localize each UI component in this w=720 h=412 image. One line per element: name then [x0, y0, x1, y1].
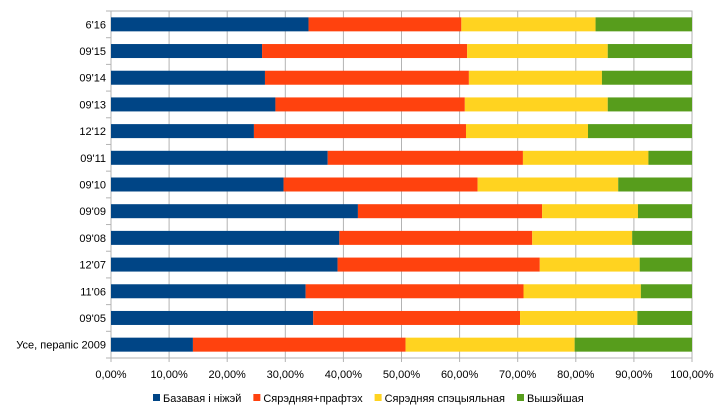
- bar-segment: [588, 124, 692, 139]
- bar-segment: [405, 337, 575, 352]
- bar-segment: [111, 310, 314, 325]
- bar-segment: [111, 124, 254, 139]
- x-tick-label: 90,00%: [615, 369, 653, 381]
- category-label: 09'09: [79, 206, 106, 218]
- bar-segment: [465, 124, 589, 139]
- plot-area: [110, 10, 693, 359]
- bar-segment: [111, 17, 309, 32]
- bar-segment: [520, 310, 638, 325]
- x-tick-label: 0,00%: [95, 369, 126, 381]
- bar-segment: [607, 44, 692, 59]
- bar-segment: [283, 177, 478, 192]
- bar-segment: [607, 97, 692, 112]
- x-tick-label: 100,00%: [670, 369, 714, 381]
- bar-segment: [532, 230, 633, 245]
- category-label: 12'07: [79, 260, 106, 272]
- bar-segment: [648, 150, 692, 165]
- y-axis: 6'16 09'15 09'14 09'13 12'12 09'11 09'10 09'09 0…: [16, 10, 111, 359]
- bar-segment: [262, 44, 468, 59]
- category-label: 12'12: [79, 126, 106, 138]
- bar-segment: [111, 204, 358, 219]
- bar-segment: [640, 284, 692, 299]
- bar-segment: [639, 257, 692, 272]
- x-tick-label: 30,00%: [267, 369, 305, 381]
- bar-segment: [464, 97, 608, 112]
- x-tick-label: 10,00%: [150, 369, 188, 381]
- bar-segment: [574, 337, 692, 352]
- bar-segment: [461, 17, 596, 32]
- legend-swatch: [253, 394, 261, 401]
- x-tick-label: 70,00%: [499, 369, 537, 381]
- bar-segment: [264, 70, 469, 85]
- bar-segment: [637, 204, 692, 219]
- legend-swatch: [516, 394, 524, 401]
- bar-segment: [542, 204, 638, 219]
- x-tick-label: 50,00%: [383, 369, 421, 381]
- bar-segment: [111, 257, 338, 272]
- bar-segment: [467, 44, 608, 59]
- bar-segment: [111, 97, 276, 112]
- bars: [111, 17, 692, 352]
- bar-segment: [539, 257, 640, 272]
- bar-segment: [313, 310, 521, 325]
- legend-swatch: [153, 394, 160, 401]
- bar-segment: [111, 70, 265, 85]
- legend-label: Базавая і ніжэй: [163, 393, 241, 405]
- bar-segment: [618, 177, 692, 192]
- bar-segment: [192, 337, 406, 352]
- bar-segment: [637, 310, 692, 325]
- bar-segment: [523, 284, 641, 299]
- legend-label: Вышэйшая: [527, 393, 584, 405]
- bar-segment: [601, 70, 692, 85]
- category-label: Усе, перапіс 2009: [16, 340, 106, 352]
- x-axis: 0,00% 10,00% 20,00% 30,00% 40,00% 50,00% 60,00…: [95, 358, 714, 381]
- category-label: 09'15: [79, 46, 106, 58]
- bar-segment: [253, 124, 466, 139]
- bar-segment: [111, 44, 263, 59]
- category-label: 11'06: [80, 286, 106, 298]
- bar-segment: [595, 17, 692, 32]
- category-label: 6'16: [86, 19, 106, 31]
- bar-segment: [111, 284, 306, 299]
- bar-segment: [632, 230, 692, 245]
- bar-segment: [477, 177, 619, 192]
- legend-label: Сярэдняя+прафтэх: [263, 393, 363, 405]
- category-label: 09'08: [79, 233, 106, 245]
- x-tick-label: 60,00%: [441, 369, 479, 381]
- bar-segment: [337, 257, 540, 272]
- x-tick-label: 40,00%: [325, 369, 363, 381]
- x-tick-label: 20,00%: [209, 369, 247, 381]
- x-tick-label: 80,00%: [557, 369, 595, 381]
- bar-segment: [111, 230, 340, 245]
- legend: Базавая і ніжэй Сярэдняя+прафтэх Сярэдняя …: [153, 393, 584, 405]
- bar-segment: [275, 97, 465, 112]
- category-label: 09'10: [79, 180, 106, 192]
- category-label: 09'13: [79, 99, 106, 111]
- bar-segment: [357, 204, 543, 219]
- bar-segment: [111, 150, 328, 165]
- legend-swatch: [374, 394, 382, 401]
- category-label: 09'05: [79, 313, 106, 325]
- bar-segment: [339, 230, 533, 245]
- bar-segment: [308, 17, 462, 32]
- legend-label: Сярэдняя спэцыяльная: [385, 393, 505, 405]
- bar-segment: [327, 150, 523, 165]
- bar-segment: [111, 177, 284, 192]
- bar-segment: [305, 284, 524, 299]
- bar-segment: [111, 337, 193, 352]
- bar-segment: [468, 70, 602, 85]
- category-label: 09'11: [80, 153, 106, 165]
- bar-segment: [522, 150, 649, 165]
- category-label: 09'14: [79, 73, 106, 85]
